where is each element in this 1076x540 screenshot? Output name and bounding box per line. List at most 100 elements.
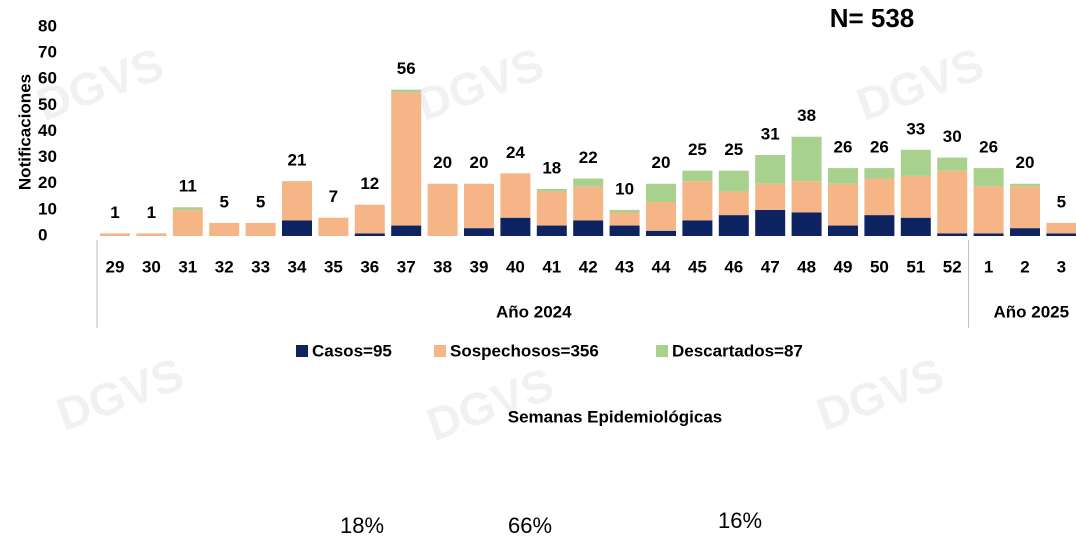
total-label: 11 [179, 177, 197, 196]
y-tick-label: 80 [38, 16, 57, 35]
bar-segment [464, 228, 494, 236]
x-tick-label: 38 [433, 257, 452, 276]
bar-segment [755, 183, 786, 210]
total-label: 5 [1057, 192, 1066, 211]
x-tick-label: 32 [215, 257, 234, 276]
x-tick-label: 48 [797, 257, 816, 276]
y-tick-label: 10 [38, 199, 57, 218]
bar-segment [464, 183, 494, 229]
bar-segment [646, 230, 676, 236]
x-tick-label: 3 [1057, 257, 1066, 276]
y-tick-label: 30 [38, 147, 57, 166]
bar-segment [282, 220, 312, 236]
x-tick-label: 36 [360, 257, 379, 276]
y-tick-label: 60 [38, 69, 57, 88]
bar-segment [391, 89, 422, 93]
bar-segment [937, 157, 968, 171]
bar-segment [682, 170, 713, 182]
total-label: 1 [110, 203, 119, 222]
bar-segment [682, 220, 713, 236]
bar-segment [427, 183, 458, 236]
x-tick-label: 40 [506, 257, 525, 276]
bar-segment [864, 178, 895, 216]
x-tick-label: 41 [542, 257, 561, 276]
percentage: 18% [340, 513, 384, 538]
bar-segment [646, 183, 676, 203]
legend-label: Casos=95 [312, 341, 392, 360]
total-label: 25 [724, 140, 743, 159]
total-label: 31 [761, 124, 780, 143]
x-tick-label: 33 [251, 257, 270, 276]
watermark: DGVS [850, 37, 990, 130]
bar-segment [791, 212, 822, 236]
bar-segment [646, 202, 676, 231]
x-tick-label: 39 [470, 257, 489, 276]
bar-segment [282, 181, 312, 221]
x-tick-label: 46 [724, 257, 743, 276]
y-tick-label: 0 [38, 225, 47, 244]
bar-segment [1046, 222, 1076, 234]
y-tick-label: 40 [38, 121, 57, 140]
bar-segment [1010, 228, 1040, 236]
bar-segment [718, 191, 749, 216]
legend-swatch [656, 345, 668, 357]
total-label: 5 [256, 192, 265, 211]
bar-segment [209, 222, 240, 236]
bar-segment [755, 155, 786, 184]
percentage: 16% [718, 508, 762, 533]
total-label: 56 [397, 59, 416, 78]
watermark: DGVS [410, 37, 550, 130]
total-label: 25 [688, 140, 707, 159]
bar-segment [937, 233, 968, 236]
bar-segment [500, 173, 531, 218]
x-tick-label: 1 [984, 257, 993, 276]
bar-segment [900, 149, 931, 176]
group-label: Año 2025 [994, 302, 1070, 321]
bar-segment [172, 209, 203, 236]
total-label: 5 [219, 192, 228, 211]
x-tick-label: 30 [142, 257, 161, 276]
x-tick-label: 35 [324, 257, 343, 276]
total-label: 33 [906, 119, 925, 138]
total-label: 30 [943, 127, 962, 146]
bar-segment [900, 175, 931, 218]
bar-segment [609, 225, 640, 236]
bar-segment [500, 217, 531, 236]
total-label: 18 [542, 158, 561, 177]
total-label: 26 [870, 138, 889, 157]
total-label: 26 [979, 138, 998, 157]
bar-segment [573, 186, 604, 221]
total-label: 21 [288, 151, 307, 170]
legend-label: Descartados=87 [672, 341, 803, 360]
x-tick-label: 43 [615, 257, 634, 276]
total-label: 38 [797, 106, 816, 125]
x-tick-label: 44 [652, 257, 671, 276]
watermark: DGVS [50, 347, 190, 440]
total-label: 7 [329, 187, 338, 206]
total-label: 26 [834, 138, 853, 157]
x-axis-title: Semanas Epidemiológicas [508, 407, 722, 426]
total-label: 12 [360, 174, 379, 193]
bar-segment [573, 178, 604, 187]
bar-segment [100, 233, 130, 236]
bar-segment [1010, 186, 1040, 229]
bar-segment [609, 212, 640, 226]
bar-segment [391, 225, 422, 236]
bar-segment [318, 217, 349, 236]
bar-segment [791, 136, 822, 182]
bar-segment [937, 170, 968, 234]
y-axis-title: Notificaciones [15, 74, 34, 190]
bar-segment [900, 217, 931, 236]
legend-label: Sospechosos=356 [450, 341, 599, 360]
bar-segment [391, 92, 422, 226]
x-tick-label: 52 [943, 257, 962, 276]
total-label: 20 [652, 153, 671, 172]
bar-segment [1046, 233, 1076, 236]
bar-segment [536, 191, 567, 226]
x-tick-label: 31 [178, 257, 197, 276]
total-label: 10 [615, 179, 634, 198]
bar-segment [864, 168, 895, 179]
watermark: DGVS [810, 347, 950, 440]
bar-segment [682, 181, 713, 221]
